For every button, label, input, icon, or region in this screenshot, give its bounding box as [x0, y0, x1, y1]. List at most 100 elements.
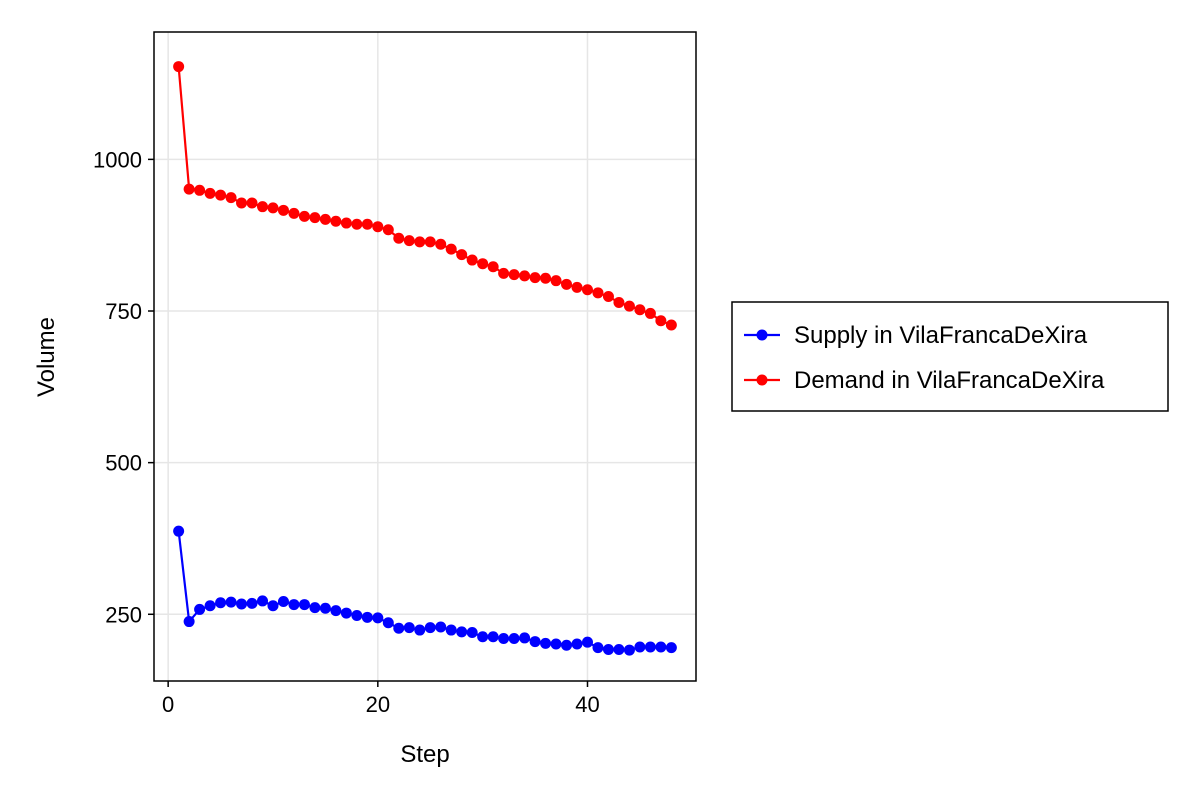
series-supply [173, 525, 677, 656]
data-point [665, 642, 677, 654]
data-point [508, 633, 520, 645]
data-point [550, 638, 562, 650]
ticks: 0 20 40 250 500 750 1000 [93, 147, 600, 717]
data-point [340, 217, 352, 229]
data-point [225, 596, 237, 608]
data-point [183, 616, 195, 628]
x-tick-label: 20 [366, 692, 390, 717]
data-point [540, 272, 552, 284]
data-point [236, 598, 248, 610]
data-point [623, 300, 635, 312]
data-point [613, 643, 625, 655]
data-point [277, 596, 289, 608]
data-point [581, 284, 593, 296]
data-point [298, 210, 310, 222]
data-point [173, 525, 185, 537]
legend-label: Supply in VilaFrancaDeXira [794, 322, 1088, 349]
data-point [257, 595, 269, 607]
data-point [519, 270, 531, 282]
data-point [288, 599, 300, 611]
data-point [215, 189, 227, 201]
data-point [330, 215, 342, 227]
data-point [445, 243, 457, 255]
grid [154, 32, 696, 681]
data-point [298, 599, 310, 611]
data-point [487, 631, 499, 643]
data-point [634, 304, 646, 316]
x-tick-label: 0 [162, 692, 174, 717]
data-point [246, 597, 258, 609]
y-tick-label: 750 [105, 299, 142, 324]
data-point [540, 637, 552, 649]
data-point [581, 636, 593, 648]
data-point [456, 249, 468, 261]
data-point [644, 307, 656, 319]
y-axis-label: Volume [33, 317, 60, 397]
data-point [498, 633, 510, 645]
data-point [602, 290, 614, 302]
plot-frame [153, 31, 697, 682]
legend-label: Demand in VilaFrancaDeXira [794, 367, 1105, 394]
legend: Supply in VilaFrancaDeXira Demand in Vila… [731, 301, 1169, 412]
data-point [466, 626, 478, 638]
data-point [508, 269, 520, 281]
x-tick-label: 40 [575, 692, 599, 717]
y-tick-label: 500 [105, 451, 142, 476]
data-point [561, 639, 573, 651]
data-point [225, 192, 237, 204]
data-point [382, 617, 394, 629]
y-tick-label: 250 [105, 602, 142, 627]
legend-marker [756, 374, 768, 386]
data-point [561, 278, 573, 290]
data-point [257, 201, 269, 213]
data-point [424, 622, 436, 634]
data-point [361, 218, 373, 230]
data-point [361, 611, 373, 623]
data-point [403, 622, 415, 634]
data-point [435, 238, 447, 250]
data-point [173, 61, 185, 73]
data-point [204, 187, 216, 199]
data-point [498, 267, 510, 279]
data-point [519, 632, 531, 644]
legend-box [731, 301, 1169, 412]
data-point [267, 202, 279, 214]
data-point [477, 631, 489, 643]
data-point [267, 600, 279, 612]
data-point [288, 207, 300, 219]
data-point [194, 184, 206, 196]
data-point [319, 213, 331, 225]
data-point [529, 272, 541, 284]
data-point [309, 602, 321, 614]
data-point [665, 319, 677, 331]
data-point [655, 315, 667, 327]
data-point [351, 218, 363, 230]
series-demand [173, 61, 677, 331]
legend-marker [756, 329, 768, 341]
data-point [393, 622, 405, 634]
data-point [435, 621, 447, 633]
data-point [602, 643, 614, 655]
data-point [644, 641, 656, 653]
data-point [634, 641, 646, 653]
data-point [445, 624, 457, 636]
data-point [623, 644, 635, 656]
data-point [424, 236, 436, 248]
data-point [592, 642, 604, 654]
series-layer [173, 61, 677, 656]
data-point [330, 605, 342, 617]
data-point [592, 287, 604, 299]
data-point [529, 636, 541, 648]
data-point [456, 626, 468, 638]
data-point [372, 221, 384, 233]
data-point [571, 638, 583, 650]
data-point [183, 183, 195, 195]
data-point [477, 258, 489, 270]
data-point [613, 297, 625, 309]
data-point [550, 275, 562, 287]
data-point [403, 235, 415, 247]
data-point [571, 281, 583, 293]
data-point [372, 612, 384, 624]
data-point [309, 212, 321, 224]
